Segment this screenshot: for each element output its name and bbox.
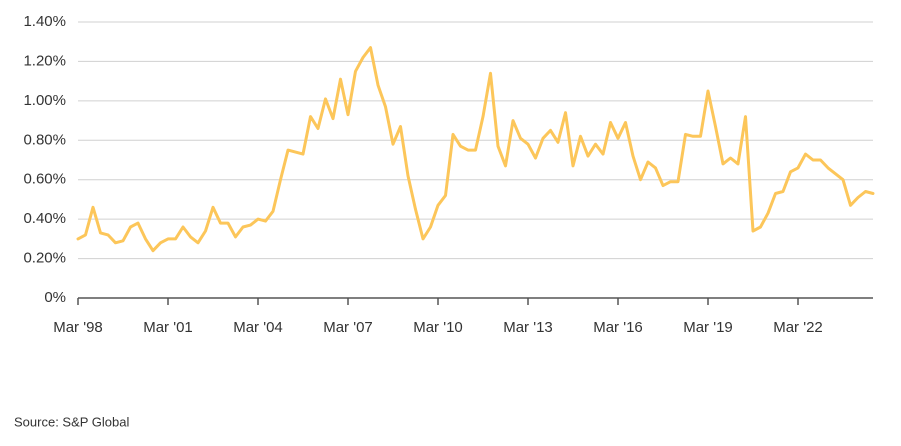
x-tick-label: Mar '22 — [773, 319, 823, 336]
x-tick-label: Mar '19 — [683, 319, 733, 336]
y-tick-label: 0% — [44, 289, 66, 306]
x-tick-label: Mar '16 — [593, 319, 643, 336]
x-tick-label: Mar '13 — [503, 319, 553, 336]
y-tick-label: 0.20% — [23, 250, 66, 267]
y-tick-label: 0.60% — [23, 171, 66, 188]
source-note: Source: S&P Global — [14, 414, 129, 429]
x-tick-label: Mar '04 — [233, 319, 283, 336]
y-tick-label: 1.20% — [23, 52, 66, 69]
x-tick-label: Mar '07 — [323, 319, 373, 336]
x-tick-label: Mar '01 — [143, 319, 193, 336]
x-tick-label: Mar '98 — [53, 319, 103, 336]
y-tick-label: 0.40% — [23, 210, 66, 227]
y-tick-label: 1.40% — [23, 13, 66, 30]
y-tick-label: 0.80% — [23, 131, 66, 148]
data-line — [76, 46, 875, 253]
y-tick-label: 1.00% — [23, 92, 66, 109]
x-tick-label: Mar '10 — [413, 319, 463, 336]
